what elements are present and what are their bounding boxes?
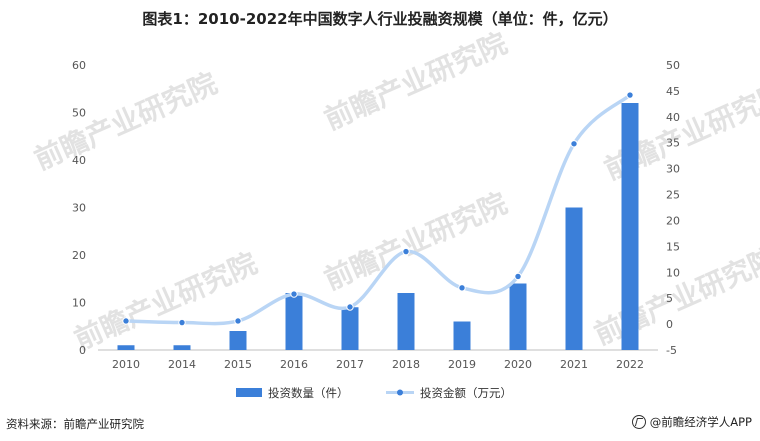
bar-count — [621, 103, 639, 350]
watermark-text: 前瞻产业研究院 — [319, 27, 511, 137]
y-left-tick-label: 40 — [72, 154, 86, 167]
bar-count — [117, 345, 135, 350]
y-left-tick-label: 50 — [72, 107, 86, 120]
line-point — [290, 290, 298, 298]
line-point — [234, 317, 242, 325]
line-point — [122, 317, 130, 325]
bar-count — [509, 283, 527, 350]
legend-marker-amount — [397, 389, 403, 396]
y-right-tick-label: 20 — [666, 214, 680, 227]
legend-label-count: 投资数量（件） — [268, 386, 349, 400]
source-note: 资料来源：前瞻产业研究院 — [6, 417, 144, 431]
y-right-tick-label: 45 — [666, 85, 680, 98]
y-left-tick-label: 10 — [72, 297, 86, 310]
y-left-tick-label: 0 — [79, 344, 86, 357]
line-point — [402, 247, 410, 256]
y-right-tick-label: 25 — [666, 189, 680, 202]
watermark-text: 前瞻产业研究院 — [29, 67, 221, 177]
y-right-tick-label: 35 — [666, 137, 680, 150]
brand-label: @前瞻经济学人APP — [649, 415, 752, 429]
x-tick-label: 2020 — [504, 358, 532, 371]
legend-swatch-count — [236, 388, 262, 397]
bar-count — [285, 293, 303, 350]
series-line-amount — [124, 93, 632, 326]
line-point — [626, 91, 634, 99]
line-point — [346, 303, 354, 311]
watermark-text: 前瞻产业研究院 — [589, 242, 760, 352]
x-tick-label: 2021 — [560, 358, 588, 371]
x-tick-label: 2014 — [168, 358, 196, 371]
y-left-tick-label: 60 — [72, 59, 86, 72]
bar-count — [341, 307, 359, 350]
x-tick-label: 2010 — [112, 358, 140, 371]
x-tick-label: 2019 — [448, 358, 476, 371]
chart-title: 图表1：2010-2022年中国数字人行业投融资规模（单位：件，亿元） — [142, 10, 618, 28]
x-tick-label: 2017 — [336, 358, 364, 371]
bar-count — [453, 321, 471, 350]
y-left-tick-label: 20 — [72, 249, 86, 262]
line-point — [514, 272, 522, 281]
brand-credit: @前瞻经济学人APP — [631, 414, 752, 430]
line-point — [458, 284, 466, 292]
line-point — [178, 318, 186, 327]
line-point — [570, 140, 578, 148]
y-right-tick-label: 15 — [666, 240, 680, 253]
x-tick-label: 2022 — [616, 358, 644, 371]
bar-count — [229, 331, 247, 350]
y-right-tick-label: 50 — [666, 59, 680, 72]
x-tick-label: 2016 — [280, 358, 308, 371]
y-right-tick-label: 30 — [666, 163, 680, 176]
y-right-tick-label: 10 — [666, 266, 680, 279]
y-left-tick-label: 30 — [72, 202, 86, 215]
legend-label-amount: 投资金额（万元） — [420, 386, 512, 400]
bar-count — [397, 293, 415, 350]
x-tick-label: 2018 — [392, 358, 420, 371]
y-right-tick-label: -5 — [666, 344, 677, 357]
bar-count — [565, 207, 583, 350]
bar-count — [173, 345, 191, 350]
x-tick-label: 2015 — [224, 358, 252, 371]
y-right-tick-label: 0 — [666, 318, 673, 331]
y-right-tick-label: 5 — [666, 292, 673, 305]
brand-logo-icon — [631, 415, 646, 429]
y-right-tick-label: 40 — [666, 111, 680, 124]
watermark-text: 前瞻产业研究院 — [319, 187, 511, 297]
